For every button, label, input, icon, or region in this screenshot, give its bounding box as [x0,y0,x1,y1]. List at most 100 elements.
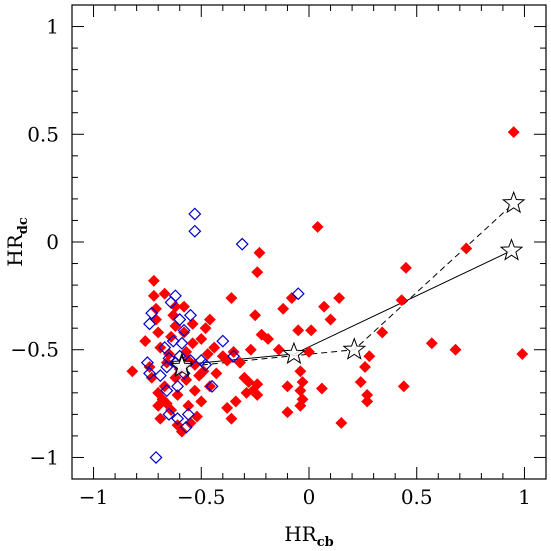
filled-diamond-point [251,266,264,279]
open-diamond-point [160,384,174,398]
x-tick-label: 0 [303,485,316,509]
filled-diamond-point [296,376,309,388]
filled-diamond-point [281,380,294,393]
open-diamond-point [216,334,230,348]
open-star-point [170,354,194,378]
y-axis-title: HRdc [3,217,31,267]
axis-ticks [71,4,547,480]
open-diamond-point [291,287,305,301]
filled-diamond-point [294,384,307,397]
filled-diamond-point [324,313,337,326]
filled-diamond-point [253,246,266,259]
open-diamond-point [181,407,195,421]
y-tick-label: −1 [30,445,59,469]
filled-diamond-point [180,373,193,386]
filled-diamond-point [318,300,331,313]
filled-diamond-point [154,412,167,425]
open-diamond-point [168,289,182,303]
filled-diamond-point [195,333,208,345]
filled-diamond-point [163,348,175,360]
filled-diamond-point [150,302,162,315]
open-diamond-point [171,412,185,426]
filled-diamond-point [354,376,367,388]
filled-diamond-point [359,361,371,373]
open-diamond-point [171,379,185,393]
filled-diamond-point [167,309,180,322]
filled-diamond-point [139,335,152,348]
filled-diamond-point [242,376,255,388]
filled-diamond-point [221,401,234,414]
filled-diamond-point [335,417,348,429]
filled-diamond-point [285,292,298,304]
open-diamond-point [143,366,157,380]
x-tick-label: −0.5 [177,485,226,509]
open-star-point [501,190,526,214]
filled-diamond-point [460,242,473,255]
filled-diamond-point [126,365,139,378]
filled-diamond-point [150,313,162,326]
open-diamond-point [183,308,198,322]
filled-diamond-point [425,337,438,350]
filled-diamond-point [333,292,346,304]
filled-diamond-point [449,343,462,356]
filled-diamond-point [178,300,190,313]
open-diamond-point [162,407,176,421]
y-tick-label: 1 [46,15,59,39]
open-diamond-point [153,369,167,383]
filled-diamond-point [292,324,305,337]
open-star-point [342,337,367,360]
filled-diamond-point [182,399,195,412]
open-diamond-point [145,306,159,320]
tick-labels: −1 −0.5 0 0.5 1 −1 −0.5 0 0.5 1 [10,15,530,509]
data-points [126,126,529,464]
open-diamond-point [179,420,193,434]
x-tick-label: 1 [518,485,531,509]
filled-diamond-point [154,341,167,354]
filled-diamond-point [229,395,242,408]
filled-diamond-point [152,326,165,339]
x-axis-title: HRcb [284,522,334,550]
filled-diamond-point [171,389,184,401]
open-diamond-point [158,341,172,355]
open-diamond-point [194,353,208,368]
open-diamond-point [143,317,157,331]
open-diamond-point [235,237,249,251]
filled-diamond-point [363,350,376,363]
filled-diamond-point [315,382,328,395]
filled-diamond-point [199,322,212,335]
filled-diamond-point [225,412,238,425]
open-diamond-point [188,224,202,238]
plot-frame [71,4,547,480]
filled-diamond-point [397,380,410,393]
filled-diamond-point [507,126,520,139]
filled-diamond-point [272,343,285,356]
filled-diamond-point [169,320,182,332]
open-diamond-point [177,323,191,337]
filled-diamond-point [277,302,290,315]
filled-diamond-point [303,345,315,358]
filled-diamond-point [158,287,171,300]
filled-diamond-point [244,343,257,356]
filled-diamond-point [188,384,201,397]
open-diamond-point [199,358,213,372]
open-diamond-point [149,450,163,464]
filled-diamond-point [249,309,262,322]
open-star-point [282,341,306,365]
open-diamond-point [140,356,154,370]
filled-diamond-point [281,406,294,419]
filled-diamond-point [225,292,238,304]
filled-diamond-point [305,324,318,337]
filled-diamond-point [361,395,374,408]
x-tick-label: −1 [79,485,108,509]
filled-diamond-point [516,348,529,360]
filled-diamond-point [147,289,160,302]
filled-diamond-point [147,274,160,287]
filled-diamond-point [203,313,216,326]
open-diamond-point [175,336,189,350]
open-diamond-point [227,349,241,363]
open-diamond-point [173,313,187,327]
filled-diamond-point [227,345,240,358]
y-tick-label: −0.5 [10,338,59,362]
y-tick-label: 0.5 [27,122,59,146]
